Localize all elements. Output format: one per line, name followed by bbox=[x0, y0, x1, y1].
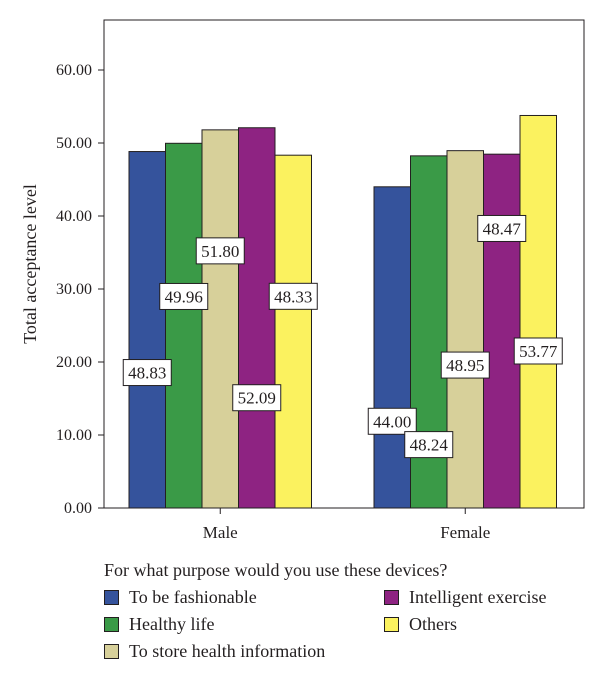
y-tick-label: 10.00 bbox=[56, 427, 92, 444]
bars bbox=[128, 114, 557, 509]
data-label: 44.00 bbox=[367, 407, 417, 435]
legend-swatch bbox=[384, 617, 399, 632]
data-label-text: 48.83 bbox=[128, 364, 166, 383]
data-label-text: 44.00 bbox=[373, 412, 411, 431]
data-label-box bbox=[513, 337, 563, 365]
legend-swatch bbox=[384, 590, 399, 605]
x-category-label: Male bbox=[203, 523, 238, 542]
legend-item: To store health information bbox=[104, 641, 384, 662]
data-label-box bbox=[477, 214, 527, 242]
data-label: 51.80 bbox=[195, 237, 245, 265]
legend-item: Intelligent exercise bbox=[384, 587, 584, 608]
legend-label: To store health information bbox=[129, 641, 326, 661]
y-tick-label: 50.00 bbox=[56, 135, 92, 152]
data-label-box bbox=[367, 407, 417, 435]
legend-item: Others bbox=[384, 614, 584, 635]
data-label-box bbox=[440, 351, 490, 379]
data-label-box bbox=[122, 359, 172, 387]
plot-frame bbox=[103, 19, 585, 509]
y-axis: 0.00 10.00 20.00 30.00 40.00 50.00 60.00 bbox=[56, 62, 104, 517]
data-label: 49.96 bbox=[159, 282, 209, 310]
data-label-text: 48.24 bbox=[410, 436, 449, 455]
bar-female-1 bbox=[373, 186, 411, 509]
bar-male-4 bbox=[238, 127, 276, 509]
legend-label: To be fashionable bbox=[129, 587, 257, 607]
legend-item: To be fashionable bbox=[104, 587, 384, 608]
bar-female-5 bbox=[519, 114, 557, 509]
bar-female-4 bbox=[483, 153, 521, 509]
x-category-label: Female bbox=[440, 523, 490, 542]
data-label-text: 48.47 bbox=[483, 219, 522, 238]
legend: For what purpose would you use these dev… bbox=[104, 560, 584, 662]
data-label: 48.95 bbox=[440, 351, 490, 379]
legend-swatch bbox=[104, 590, 119, 605]
data-label: 48.33 bbox=[268, 282, 318, 310]
y-tick-label: 40.00 bbox=[56, 208, 92, 225]
bar-male-3 bbox=[201, 129, 239, 509]
data-label: 48.47 bbox=[477, 214, 527, 242]
x-axis: Male Female bbox=[203, 508, 490, 542]
bar-chart: 0.00 10.00 20.00 30.00 40.00 50.00 60.00 48.83… bbox=[20, 19, 585, 542]
data-label-box bbox=[268, 282, 318, 310]
data-label-text: 53.77 bbox=[519, 342, 558, 361]
y-tick-label: 60.00 bbox=[56, 62, 92, 79]
legend-items: To be fashionable Intelligent exercise Hea… bbox=[104, 587, 584, 662]
legend-swatch bbox=[104, 617, 119, 632]
bar-male-1 bbox=[128, 151, 166, 509]
data-label-text: 49.96 bbox=[165, 287, 203, 306]
data-label-box bbox=[232, 384, 282, 412]
data-labels: 48.83 49.96 51.80 52.09 48.33 44.00 48.24 48.95… bbox=[122, 214, 563, 459]
legend-label: Healthy life bbox=[129, 614, 215, 634]
data-label: 48.83 bbox=[122, 359, 172, 387]
bar-male-2 bbox=[165, 142, 203, 509]
data-label-text: 48.33 bbox=[274, 287, 312, 306]
data-label: 52.09 bbox=[232, 384, 282, 412]
data-label-box bbox=[195, 237, 245, 265]
legend-label: Others bbox=[409, 614, 457, 634]
bar-male-5 bbox=[274, 154, 312, 509]
data-label-text: 52.09 bbox=[238, 389, 276, 408]
legend-title: For what purpose would you use these dev… bbox=[104, 560, 448, 580]
y-tick-label: 0.00 bbox=[64, 500, 92, 517]
data-label: 53.77 bbox=[513, 337, 563, 365]
legend-item: Healthy life bbox=[104, 614, 384, 635]
data-label-text: 51.80 bbox=[201, 242, 239, 261]
y-axis-label: Total acceptance level bbox=[20, 184, 40, 344]
legend-label: Intelligent exercise bbox=[409, 587, 547, 607]
data-label-box bbox=[159, 282, 209, 310]
legend-swatch bbox=[104, 644, 119, 659]
y-tick-label: 20.00 bbox=[56, 354, 92, 371]
data-label-text: 48.95 bbox=[446, 356, 484, 375]
data-label: 48.24 bbox=[404, 431, 454, 459]
y-tick-label: 30.00 bbox=[56, 281, 92, 298]
data-label-box bbox=[404, 431, 454, 459]
